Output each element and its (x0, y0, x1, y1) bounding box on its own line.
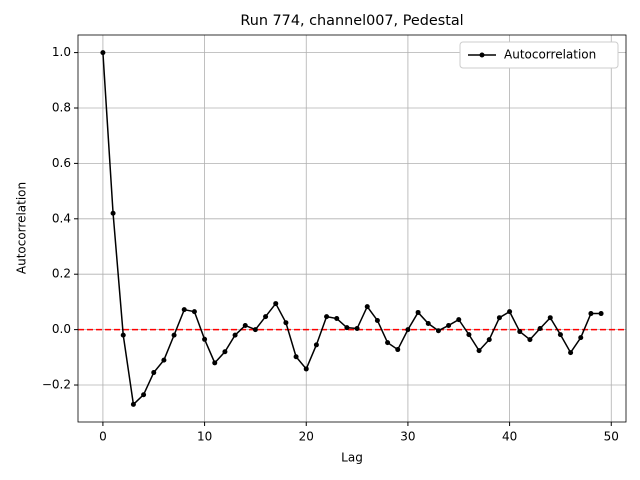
data-point (313, 342, 319, 348)
data-point (242, 322, 248, 328)
data-point (537, 326, 543, 332)
data-point (374, 317, 380, 323)
y-tick-label: −0.2 (42, 378, 71, 392)
legend-box (459, 41, 619, 69)
data-point (364, 304, 370, 310)
data-point (568, 350, 574, 356)
data-point (435, 328, 441, 334)
legend-label: Autocorrelation (504, 48, 596, 62)
x-tick-label: 40 (502, 430, 517, 444)
x-tick-label: 50 (604, 430, 619, 444)
data-point (100, 50, 106, 56)
data-point (527, 337, 533, 343)
legend-marker (479, 52, 485, 58)
data-point (476, 348, 482, 354)
data-point (496, 315, 502, 321)
data-point (517, 329, 523, 335)
data-point (120, 332, 126, 338)
x-tick-label: 10 (197, 430, 212, 444)
plot-frame (77, 34, 627, 423)
data-point (283, 320, 289, 326)
y-tick-label: 0.0 (52, 322, 71, 336)
data-point (415, 309, 421, 315)
data-point (324, 314, 330, 320)
data-point (547, 315, 553, 321)
data-point (141, 392, 147, 398)
data-point (181, 307, 187, 313)
y-tick-label: 0.6 (52, 156, 71, 170)
data-point (354, 326, 360, 332)
data-point (385, 340, 391, 346)
y-tick-label: 1.0 (52, 45, 71, 59)
data-point (446, 322, 452, 328)
data-point (334, 316, 340, 322)
y-tick-label: 0.2 (52, 267, 71, 281)
data-point (151, 370, 157, 376)
data-point (222, 349, 228, 355)
data-point (161, 357, 167, 363)
y-tick-label: 0.4 (52, 211, 71, 225)
data-point (232, 332, 238, 338)
data-point (303, 366, 309, 372)
chart-title: Run 774, channel007, Pedestal (240, 13, 463, 29)
x-tick-label: 30 (400, 430, 415, 444)
data-point (466, 332, 472, 338)
x-tick-label: 20 (299, 430, 314, 444)
data-point (598, 311, 604, 317)
data-point (252, 327, 258, 333)
data-point (557, 332, 563, 338)
data-point (588, 311, 594, 317)
data-point (395, 347, 401, 353)
data-line (102, 52, 602, 406)
data-point (405, 327, 411, 333)
data-point (212, 360, 218, 366)
data-point (344, 325, 350, 331)
data-point (191, 309, 197, 315)
y-axis-label: Autocorrelation (15, 182, 29, 274)
x-axis-label: Lag (341, 451, 363, 465)
data-point (578, 335, 584, 341)
data-point (425, 321, 431, 327)
y-tick-label: 0.8 (52, 100, 71, 114)
data-point (202, 336, 208, 342)
data-point (273, 301, 279, 307)
data-point (263, 314, 269, 320)
data-point (456, 317, 462, 323)
data-point (171, 332, 177, 338)
data-point (130, 401, 136, 407)
data-point (110, 210, 116, 216)
data-point (486, 337, 492, 343)
data-point (507, 309, 513, 315)
data-point (293, 354, 299, 360)
x-tick-label: 0 (99, 430, 107, 444)
